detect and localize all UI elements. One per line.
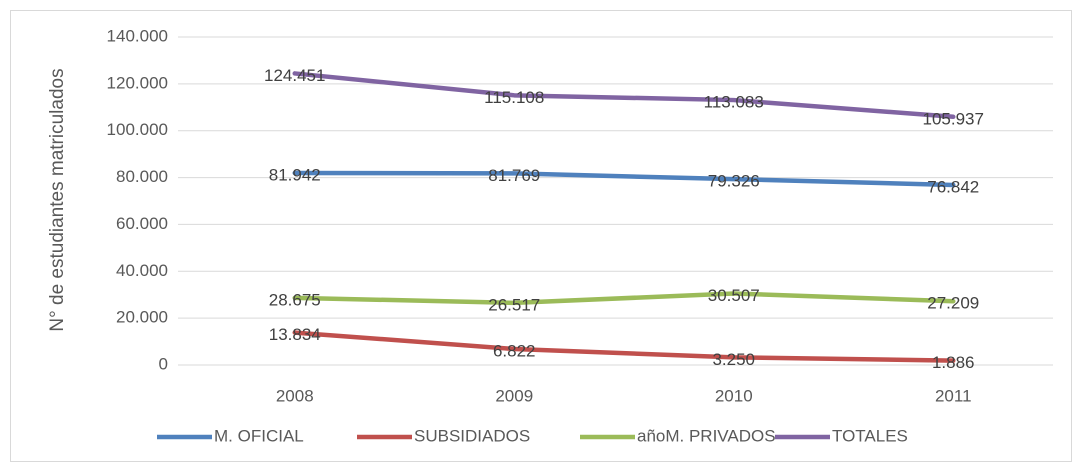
series-line — [292, 330, 956, 363]
data-label: 124.451 — [264, 66, 325, 85]
y-tick-label: 80.000 — [116, 167, 168, 186]
data-label: 105.937 — [923, 109, 984, 128]
x-tick-label: 2009 — [495, 386, 533, 405]
y-tick-label: 40.000 — [116, 261, 168, 280]
y-tick-label: 20.000 — [116, 308, 168, 327]
data-label: 79.326 — [708, 172, 760, 191]
x-tick-label: 2011 — [935, 386, 972, 405]
series-line — [292, 291, 956, 306]
chart-border — [10, 10, 1072, 462]
data-label: 113.083 — [704, 93, 764, 112]
data-label: 26.517 — [488, 295, 540, 314]
y-tick-label: 140.000 — [107, 26, 168, 45]
data-label: 3.250 — [712, 350, 755, 369]
data-label: 1.886 — [932, 353, 975, 372]
y-tick-label: 0 — [159, 354, 168, 373]
data-label: 115.108 — [484, 88, 544, 107]
legend-label: M. OFICIAL — [214, 426, 304, 445]
data-label: 6.822 — [493, 342, 536, 361]
legend-label: SUBSIDIADOS — [414, 426, 530, 445]
legend-label: TOTALES — [832, 426, 908, 445]
data-label: 81.942 — [269, 166, 321, 185]
data-label: 30.507 — [708, 286, 760, 305]
legend-label: añoM. PRIVADOS — [637, 426, 776, 445]
data-label: 81.769 — [488, 166, 540, 185]
y-axis-label: N° de estudiantes matriculados — [47, 68, 68, 331]
y-tick-label: 120.000 — [107, 73, 168, 92]
data-label: 13.834 — [269, 325, 321, 344]
data-label: 28.675 — [269, 290, 321, 309]
x-tick-label: 2008 — [276, 386, 314, 405]
y-tick-label: 60.000 — [116, 214, 168, 233]
series-line — [292, 170, 956, 188]
series-line — [292, 71, 956, 120]
data-label: 76.842 — [927, 177, 979, 196]
x-tick-label: 2010 — [715, 386, 753, 405]
y-tick-label: 100.000 — [107, 120, 168, 139]
data-label: 27.209 — [927, 294, 979, 313]
